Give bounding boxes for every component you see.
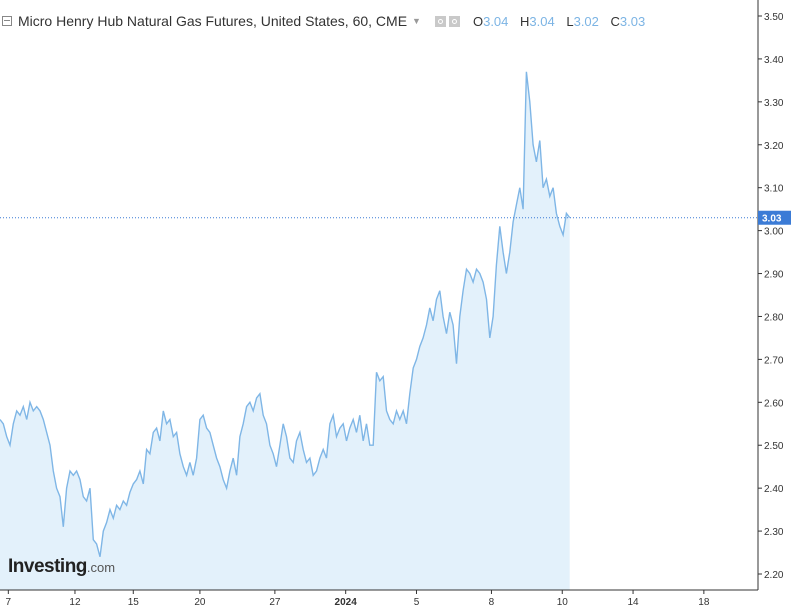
y-tick-label: 2.80 xyxy=(764,312,784,323)
y-tick-label: 3.40 xyxy=(764,55,784,66)
settings-icon[interactable] xyxy=(434,15,446,27)
y-tick-label: 3.30 xyxy=(764,98,784,109)
y-tick-label: 2.20 xyxy=(764,570,784,581)
x-tick-label: 12 xyxy=(69,597,81,608)
ohlc-high-value: 3.04 xyxy=(529,13,555,29)
y-tick-label: 2.40 xyxy=(764,484,784,495)
last-price-badge: 3.03 xyxy=(758,210,791,225)
x-tick-label: 15 xyxy=(128,597,140,608)
y-tick-label: 2.70 xyxy=(764,355,784,366)
x-tick-label: 10 xyxy=(557,597,569,608)
y-tick-label: 3.00 xyxy=(764,227,784,238)
x-tick-label: 2024 xyxy=(335,597,358,608)
eye-icon[interactable] xyxy=(448,15,460,27)
y-axis-ticks: 2.20 2.30 2.40 2.50 2.60 2.70 2.80 2.90 3.00 3.10… xyxy=(758,12,784,581)
ohlc-high-key: H xyxy=(520,13,530,29)
investing-logo: Investing.com xyxy=(8,556,115,578)
ohlc-open-key: O xyxy=(472,13,484,29)
x-tick-label: 7 xyxy=(6,597,12,608)
y-tick-label: 2.50 xyxy=(764,441,784,452)
y-tick-label: 2.30 xyxy=(764,527,784,538)
logo-brand: Investing xyxy=(8,556,87,577)
y-tick-label: 3.10 xyxy=(764,184,784,195)
chevron-down-icon[interactable]: ▼ xyxy=(412,16,421,26)
chart-axes xyxy=(0,0,759,591)
y-tick-label: 2.60 xyxy=(764,398,784,409)
x-tick-label: 18 xyxy=(698,597,710,608)
x-tick-label: 5 xyxy=(414,597,420,608)
ohlc-close-key: C xyxy=(610,13,620,29)
last-price-badge-label: 3.03 xyxy=(762,214,782,225)
ohlc-open-value: 3.04 xyxy=(483,13,509,29)
chart-title: Micro Henry Hub Natural Gas Futures, Uni… xyxy=(18,13,408,29)
x-tick-label: 20 xyxy=(194,597,206,608)
x-axis-ticks: 7 12 15 20 27 2024 5 8 10 14 18 xyxy=(6,590,710,608)
x-tick-label: 14 xyxy=(627,597,639,608)
y-tick-label: 3.50 xyxy=(764,12,784,23)
ohlc-close-value: 3.03 xyxy=(619,13,646,29)
y-tick-label: 2.90 xyxy=(764,270,784,281)
last-price-badge-bg xyxy=(758,210,791,225)
price-line xyxy=(0,71,571,557)
ohlc-low-key: L xyxy=(566,13,574,29)
x-tick-label: 8 xyxy=(489,597,495,608)
y-tick-label: 3.20 xyxy=(764,141,784,152)
collapse-icon[interactable] xyxy=(2,16,12,26)
x-tick-label: 27 xyxy=(269,597,281,608)
ohlc-readout: O3.04 H3.04 L3.02 C3.03 xyxy=(473,14,653,29)
ohlc-low-value: 3.02 xyxy=(573,13,599,29)
price-area-fill xyxy=(0,71,570,591)
chart-header: Micro Henry Hub Natural Gas Futures, Uni… xyxy=(2,12,653,30)
logo-suffix: .com xyxy=(86,560,116,575)
